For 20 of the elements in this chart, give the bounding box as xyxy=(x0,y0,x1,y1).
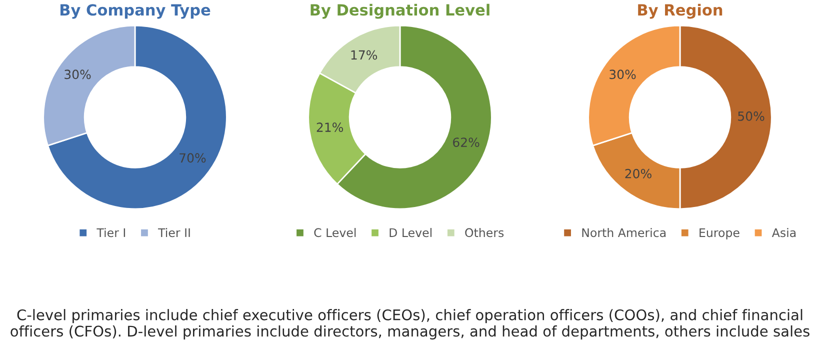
legend-label: Tier I xyxy=(96,228,126,238)
legend-label: Tier II xyxy=(158,228,190,238)
legend-label: North America xyxy=(582,228,666,238)
legend-label: C Level xyxy=(314,228,356,238)
legend-label: Asia xyxy=(772,228,796,238)
data-label: 62% xyxy=(453,138,480,148)
chart-title: By Region xyxy=(638,4,722,19)
chart-title: By Company Type xyxy=(60,4,210,19)
data-label: 17% xyxy=(351,50,378,60)
legend-label: Europe xyxy=(700,228,740,240)
data-label: 21% xyxy=(316,122,344,132)
data-label: 30% xyxy=(610,70,636,80)
data-label: 50% xyxy=(738,111,764,121)
data-label: 70% xyxy=(180,153,206,163)
chart-title: By Designation Level xyxy=(310,4,490,19)
legend-label: Others xyxy=(465,228,504,238)
data-label: 30% xyxy=(64,70,91,80)
text: C-level primaries include chief executive officers (CEOs), chief operation officers (COOs), and chief financial officers (CFOs). D-level primaries include directors, managers, and head of departments, others include sales xyxy=(10,309,810,340)
data-label: 20% xyxy=(625,168,652,178)
legend-label: D Level xyxy=(390,228,432,238)
